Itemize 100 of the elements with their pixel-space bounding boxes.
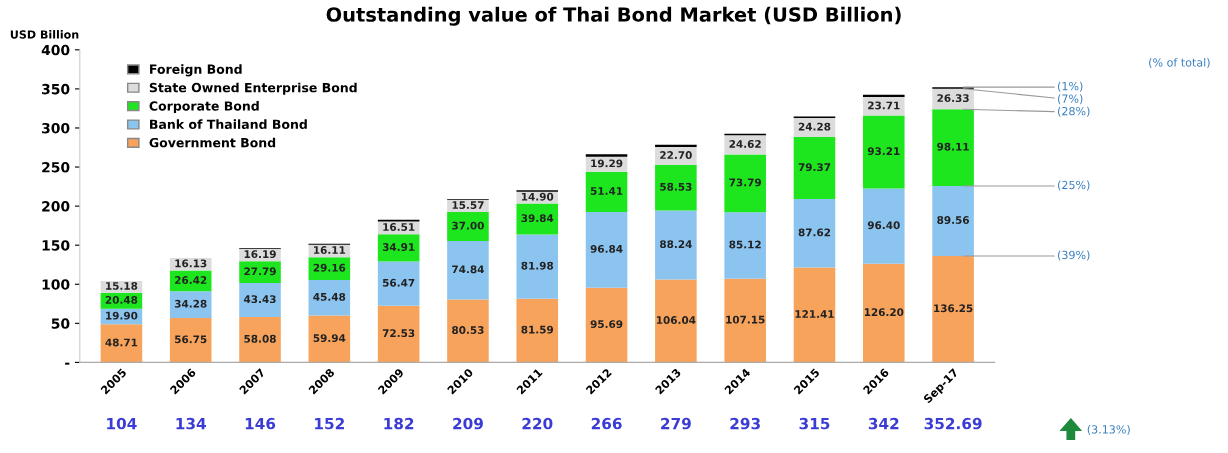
bar	[447, 212, 489, 241]
bar	[308, 315, 351, 363]
data-label: 37.00	[452, 221, 484, 230]
bar	[793, 267, 836, 363]
data-label: 20.48	[105, 295, 138, 304]
text: 279	[661, 417, 691, 430]
data-label: 87.62	[798, 228, 831, 237]
bar	[377, 234, 420, 262]
data-label: 15.57	[452, 201, 484, 210]
legend-label: Bank of Thailand Bond	[150, 119, 307, 130]
annotation: (7%)	[1058, 94, 1083, 105]
bar	[793, 137, 836, 200]
data-label: 22.70	[660, 151, 692, 159]
text: 293	[730, 417, 760, 430]
text: (3.13%)	[1087, 424, 1130, 435]
data-label: 72.53	[382, 329, 415, 338]
data-label: 58.53	[660, 182, 692, 191]
data-label: 85.12	[729, 240, 761, 249]
bar	[863, 115, 905, 189]
data-label: 26.33	[937, 94, 969, 103]
bar	[585, 171, 628, 212]
data-label: 51.41	[590, 187, 623, 195]
data-label: 34.28	[174, 299, 207, 308]
data-label: 23.71	[868, 101, 900, 110]
bar	[239, 261, 281, 284]
y-tick-label: 350	[42, 83, 70, 95]
y-tick-label: 150	[42, 240, 70, 251]
data-label: 88.24	[660, 240, 692, 249]
bar	[377, 305, 420, 363]
annotation: (1%)	[1058, 81, 1083, 92]
bar	[863, 188, 905, 264]
bar	[932, 109, 974, 186]
annotation: (28%)	[1058, 106, 1090, 117]
y-axis-title: USD Billion	[10, 30, 79, 39]
data-label: 19.29	[591, 159, 623, 168]
bar	[724, 278, 766, 363]
y-tick-label: 250	[42, 162, 70, 173]
text: 352.69	[924, 417, 982, 430]
bar	[655, 210, 697, 280]
legend-label: Government Bond	[149, 137, 276, 148]
y-tick-label: 100	[42, 279, 70, 290]
text: 152	[315, 417, 344, 430]
annotation: (25%)	[1058, 180, 1090, 191]
data-label: 43.43	[244, 295, 276, 304]
data-label: 81.59	[521, 325, 554, 334]
data-label: 95.69	[590, 320, 623, 329]
data-label: 107.15	[726, 315, 765, 324]
text: 146	[245, 417, 276, 430]
y-tick-label: 50	[51, 318, 70, 329]
text: 104	[107, 417, 137, 430]
bar	[655, 279, 697, 363]
data-label: 16.51	[383, 223, 415, 231]
data-label: 93.21	[867, 147, 900, 156]
bar	[516, 234, 559, 299]
data-label: 89.56	[937, 216, 970, 224]
text: 315	[799, 417, 830, 430]
data-label: 16.11	[314, 246, 346, 254]
bar	[585, 154, 628, 157]
data-label: 14.90	[521, 192, 554, 201]
text: 134	[176, 417, 206, 430]
data-label: 39.84	[521, 214, 554, 223]
data-label: 56.75	[175, 335, 207, 344]
bar	[932, 255, 974, 363]
bar	[932, 185, 974, 256]
data-label: 15.18	[106, 282, 138, 290]
text: (% of total)	[1149, 58, 1210, 68]
text: 266	[591, 417, 622, 430]
bar	[169, 318, 212, 363]
bar	[793, 199, 836, 268]
data-label: 19.90	[106, 311, 138, 320]
data-label: 27.79	[244, 267, 276, 276]
legend-label: State Owned Enterprise Bond	[149, 82, 357, 95]
text: 182	[384, 417, 414, 430]
bar	[169, 291, 212, 319]
bar	[447, 240, 489, 300]
bar	[863, 97, 905, 116]
data-label: 81.98	[521, 261, 554, 270]
bar	[585, 211, 628, 288]
data-label: 24.62	[729, 140, 761, 148]
data-label: 73.79	[729, 178, 761, 187]
text: 209	[453, 417, 483, 430]
bar	[863, 263, 905, 363]
bar	[585, 287, 628, 363]
data-label: 58.08	[244, 334, 276, 343]
bar	[724, 154, 766, 213]
bar	[308, 280, 351, 316]
bar	[724, 212, 766, 279]
bar	[516, 203, 559, 235]
y-tick-label: 400	[41, 44, 70, 56]
data-label: 48.71	[105, 338, 138, 347]
data-label: 24.28	[798, 122, 831, 131]
data-label: 80.53	[452, 326, 484, 334]
bar	[239, 283, 281, 318]
annotation: (39%)	[1058, 250, 1090, 261]
data-label: 121.41	[795, 310, 834, 318]
bar	[377, 261, 420, 306]
y-tick-label: 200	[42, 201, 70, 212]
data-label: 29.16	[313, 263, 346, 272]
data-label: 16.13	[175, 259, 207, 268]
bar	[655, 164, 697, 211]
